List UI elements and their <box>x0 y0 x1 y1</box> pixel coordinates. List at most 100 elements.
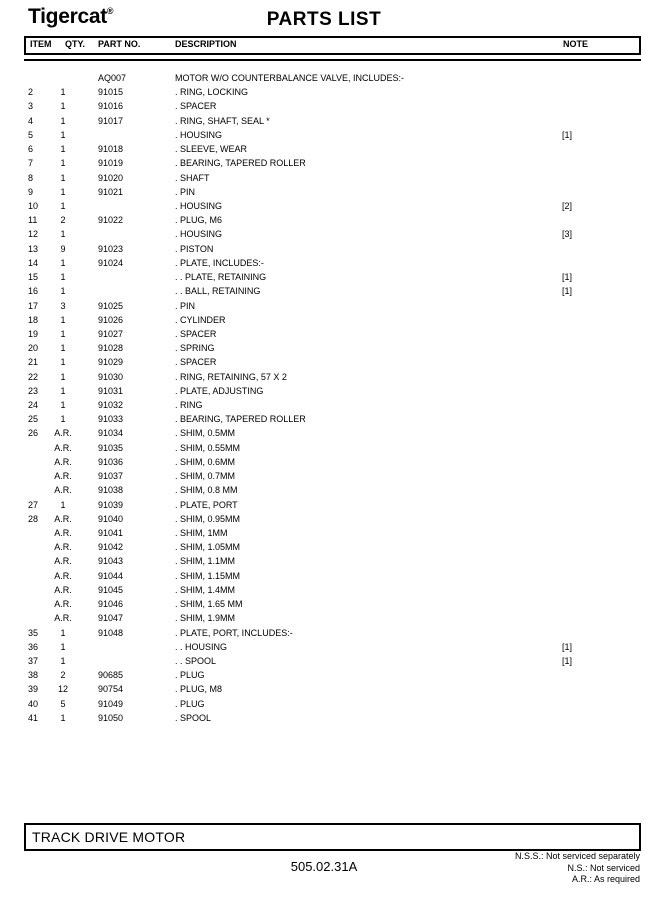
cell-part-no <box>73 199 175 213</box>
cell-part-no: 91026 <box>98 314 124 325</box>
cell-qty: 1 <box>60 712 66 723</box>
cell-qty: 1 <box>60 172 66 183</box>
cell-description: . . PLATE, RETAINING <box>175 272 267 283</box>
cell-item: 12 <box>28 229 39 240</box>
cell-item: 40 <box>28 698 39 709</box>
cell-description: . PLUG <box>175 670 205 681</box>
cell-part-no: 91038 <box>98 485 124 496</box>
cell-item <box>28 611 53 625</box>
cell-note <box>562 71 641 85</box>
cell-item <box>28 597 53 611</box>
table-row: 12 1 . HOUSING [3] <box>28 227 641 241</box>
cell-item: 24 <box>28 400 39 411</box>
cell-note <box>562 554 641 568</box>
cell-item: 8 <box>28 172 34 183</box>
cell-note <box>562 526 641 540</box>
column-header-note: NOTE <box>563 39 589 49</box>
table-row: 4 1 91017 . RING, SHAFT, SEAL * <box>28 114 641 128</box>
column-header-description: DESCRIPTION <box>175 39 237 49</box>
cell-qty: A.R. <box>54 570 72 581</box>
cell-description: . CYLINDER <box>175 314 226 325</box>
cell-item: 3 <box>28 101 34 112</box>
cell-description: . SPACER <box>175 357 217 368</box>
table-row: 25 1 91033 . BEARING, TAPERED ROLLER <box>28 412 641 426</box>
parts-table-body: AQ007 MOTOR W/O COUNTERBALANCE VALVE, IN… <box>28 71 641 725</box>
cell-description: . SHIM, 0.7MM <box>175 471 236 482</box>
assembly-title: TRACK DRIVE MOTOR <box>32 829 186 845</box>
cell-part-no: AQ007 <box>98 73 127 83</box>
table-row: 6 1 91018 . SLEEVE, WEAR <box>28 142 641 156</box>
cell-note <box>562 355 641 369</box>
tigercat-logo: Tigercat® <box>28 5 114 29</box>
cell-item <box>28 483 53 497</box>
cell-description: . SPACER <box>175 328 217 339</box>
cell-part-no: 91041 <box>98 528 124 538</box>
table-row: 8 1 91020 . SHAFT <box>28 171 641 185</box>
cell-note <box>562 313 641 327</box>
cell-description: . PLATE, ADJUSTING <box>175 385 264 396</box>
cell-qty: 1 <box>60 144 66 155</box>
cell-part-no: 91021 <box>98 186 124 197</box>
cell-description: . SHIM, 0.5MM <box>175 428 236 439</box>
table-row: A.R. 91042 . SHIM, 1.05MM <box>28 540 641 554</box>
cell-part-no: 91022 <box>98 215 124 226</box>
cell-description: . RING, SHAFT, SEAL * <box>175 115 270 126</box>
cell-qty: 1 <box>60 655 66 666</box>
cell-description: . PLUG <box>175 698 205 709</box>
table-row: 14 1 91024 . PLATE, INCLUDES:- <box>28 256 641 270</box>
cell-qty: 1 <box>60 627 66 638</box>
cell-description: . SLEEVE, WEAR <box>175 144 248 155</box>
cell-qty: 1 <box>60 314 66 325</box>
table-row: 7 1 91019 . BEARING, TAPERED ROLLER <box>28 156 641 170</box>
table-row: 40 5 91049 . PLUG <box>28 697 641 711</box>
cell-part-no: 91030 <box>98 371 124 382</box>
cell-note <box>562 156 641 170</box>
cell-item: 17 <box>28 300 39 311</box>
cell-part-no: 91015 <box>98 87 124 98</box>
cell-item <box>28 441 53 455</box>
cell-qty: 1 <box>60 200 66 211</box>
cell-item: 18 <box>28 314 39 325</box>
cell-description: . PLATE, PORT <box>175 499 238 510</box>
cell-note <box>562 483 641 497</box>
column-header-qty: QTY. <box>65 39 86 49</box>
cell-item: 16 <box>28 286 39 297</box>
cell-note <box>562 455 641 469</box>
cell-qty: A.R. <box>54 584 72 595</box>
cell-note <box>562 711 641 725</box>
cell-qty: 1 <box>60 272 66 283</box>
cell-part-no: 91034 <box>98 428 124 439</box>
cell-item: 28 <box>28 513 39 524</box>
cell-item <box>28 583 53 597</box>
table-row: 9 1 91021 . PIN <box>28 185 641 199</box>
table-row: A.R. 91038 . SHIM, 0.8 MM <box>28 483 641 497</box>
table-row: A.R. 91036 . SHIM, 0.6MM <box>28 455 641 469</box>
cell-note <box>562 426 641 440</box>
table-row: 26 A.R. 91034 . SHIM, 0.5MM <box>28 426 641 440</box>
table-row: 16 1 . . BALL, RETAINING [1] <box>28 284 641 298</box>
cell-description: . SHIM, 1.9MM <box>175 613 236 624</box>
legend-line-ns: N.S.: Not serviced <box>567 862 640 873</box>
table-row: 37 1 . . SPOOL [1] <box>28 654 641 668</box>
cell-item: 37 <box>28 655 39 666</box>
table-row: 19 1 91027 . SPACER <box>28 327 641 341</box>
cell-description: . SHIM, 0.6MM <box>175 456 236 467</box>
cell-item <box>28 569 53 583</box>
cell-qty: 1 <box>60 286 66 297</box>
cell-description: . RING <box>175 400 203 411</box>
cell-description: . SPOOL <box>175 712 212 723</box>
cell-qty: 5 <box>60 698 66 709</box>
cell-part-no: 91042 <box>98 542 124 553</box>
cell-description: . SHIM, 1.65 MM <box>175 599 243 610</box>
cell-qty: A.R. <box>54 513 72 524</box>
cell-qty: 2 <box>60 670 66 681</box>
cell-qty: A.R. <box>54 428 72 439</box>
cell-part-no <box>73 128 175 142</box>
cell-qty: 12 <box>57 684 68 695</box>
cell-item: 23 <box>28 385 39 396</box>
cell-qty: 1 <box>60 414 66 425</box>
table-row: A.R. 91041 . SHIM, 1MM <box>28 526 641 540</box>
cell-part-no <box>73 284 175 298</box>
table-header-row: ITEM QTY. PART NO. DESCRIPTION NOTE <box>24 36 641 55</box>
cell-description: . . SPOOL <box>175 655 217 666</box>
